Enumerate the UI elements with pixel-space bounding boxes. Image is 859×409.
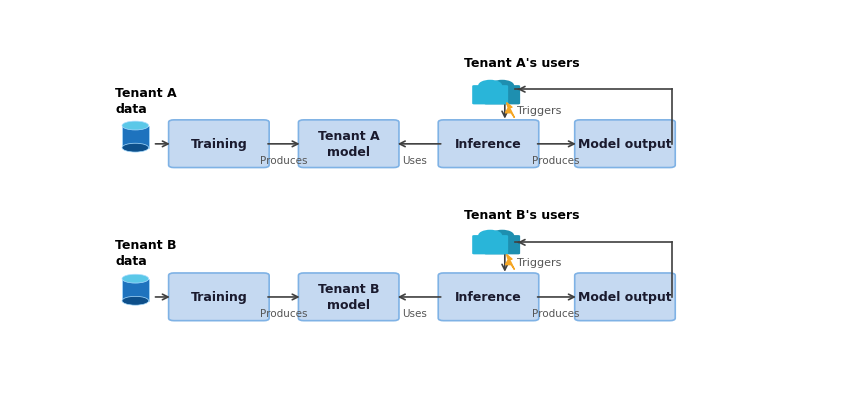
- Text: Tenant B
data: Tenant B data: [115, 238, 177, 267]
- Text: Triggers: Triggers: [517, 257, 562, 267]
- Text: Inference: Inference: [455, 138, 522, 151]
- Polygon shape: [505, 255, 515, 270]
- Text: Training: Training: [191, 138, 247, 151]
- Ellipse shape: [122, 274, 149, 283]
- FancyBboxPatch shape: [575, 121, 675, 168]
- FancyBboxPatch shape: [298, 273, 399, 321]
- FancyBboxPatch shape: [298, 121, 399, 168]
- Text: Tenant A's users: Tenant A's users: [464, 57, 579, 70]
- Text: Produces: Produces: [260, 155, 308, 166]
- FancyBboxPatch shape: [472, 236, 509, 255]
- Circle shape: [478, 230, 503, 241]
- Ellipse shape: [122, 297, 149, 306]
- Text: Uses: Uses: [403, 308, 428, 318]
- Text: Produces: Produces: [533, 308, 580, 318]
- Bar: [122, 126, 149, 148]
- FancyBboxPatch shape: [168, 121, 269, 168]
- Text: Tenant B
model: Tenant B model: [318, 283, 380, 312]
- Text: Tenant A
data: Tenant A data: [115, 87, 177, 116]
- Polygon shape: [505, 103, 515, 118]
- Text: Tenant A
model: Tenant A model: [318, 130, 380, 159]
- Text: Inference: Inference: [455, 291, 522, 303]
- Text: Training: Training: [191, 291, 247, 303]
- FancyBboxPatch shape: [484, 236, 521, 255]
- FancyBboxPatch shape: [438, 121, 539, 168]
- Text: Triggers: Triggers: [517, 106, 562, 116]
- Text: Produces: Produces: [533, 155, 580, 166]
- FancyBboxPatch shape: [168, 273, 269, 321]
- FancyBboxPatch shape: [575, 273, 675, 321]
- Text: Tenant B's users: Tenant B's users: [464, 208, 579, 221]
- FancyBboxPatch shape: [472, 86, 509, 105]
- Ellipse shape: [122, 122, 149, 130]
- Ellipse shape: [122, 144, 149, 153]
- Text: Produces: Produces: [260, 308, 308, 318]
- Text: Uses: Uses: [403, 155, 428, 166]
- Bar: [122, 279, 149, 301]
- Circle shape: [478, 81, 503, 92]
- FancyBboxPatch shape: [438, 273, 539, 321]
- Circle shape: [490, 81, 515, 92]
- Text: Model output: Model output: [578, 138, 672, 151]
- Text: Model output: Model output: [578, 291, 672, 303]
- FancyBboxPatch shape: [484, 86, 521, 105]
- Circle shape: [490, 230, 515, 241]
